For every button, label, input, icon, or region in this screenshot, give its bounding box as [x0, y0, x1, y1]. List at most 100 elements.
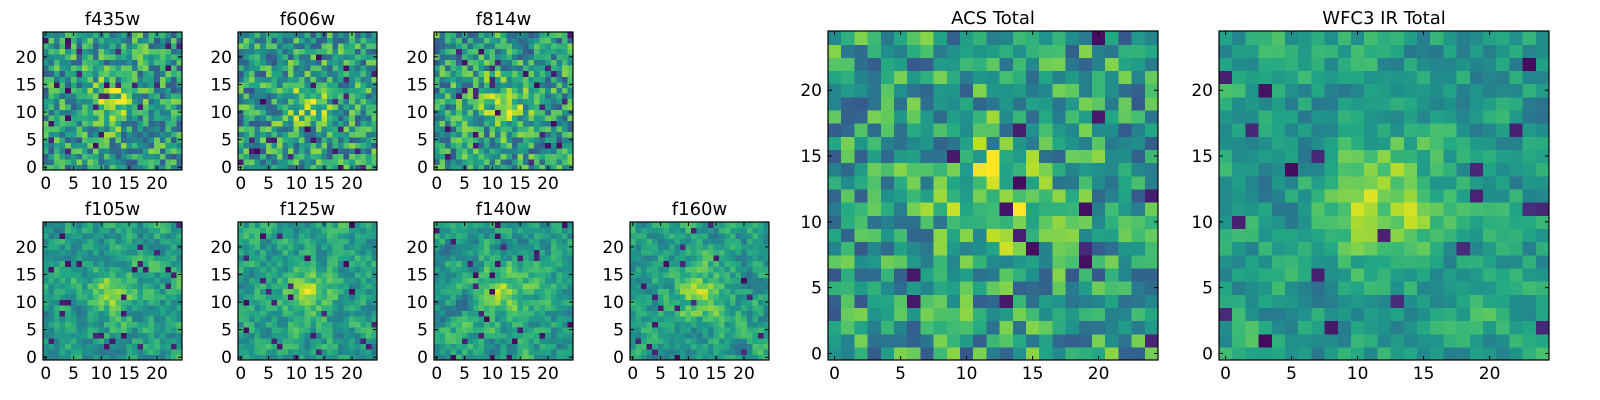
heatmap-cell — [522, 142, 530, 149]
heatmap-cell — [528, 65, 535, 72]
heatmap-cell — [489, 277, 496, 284]
heatmap-cell — [43, 114, 50, 121]
heatmap-cell — [517, 326, 524, 333]
heatmap-cell — [724, 277, 731, 284]
heatmap-cell — [243, 277, 250, 284]
heatmap-cell — [87, 158, 94, 166]
heatmap-cell — [243, 120, 250, 127]
heatmap-cell — [696, 266, 703, 273]
heatmap-cell — [522, 120, 530, 127]
heatmap-cell — [1052, 333, 1067, 348]
heatmap-cell — [59, 98, 66, 105]
heatmap-cell — [260, 43, 267, 50]
heatmap-cell — [293, 266, 300, 273]
heatmap-cell — [467, 109, 474, 116]
heatmap-cell — [265, 98, 272, 105]
heatmap-cell — [484, 70, 491, 77]
heatmap-cell — [165, 260, 172, 267]
heatmap-cell — [696, 277, 703, 284]
heatmap-cell — [696, 260, 703, 267]
heatmap-cell — [87, 348, 94, 356]
heatmap-cell — [276, 114, 284, 121]
heatmap-cell — [1026, 202, 1040, 216]
heatmap-cell — [276, 43, 284, 50]
heatmap-cell — [478, 255, 485, 262]
heatmap-cell — [254, 164, 261, 171]
heatmap-cell — [1078, 202, 1093, 216]
heatmap-cell — [93, 266, 100, 273]
heatmap-cell — [528, 238, 535, 245]
heatmap-cell — [159, 343, 166, 350]
heatmap-cell — [757, 321, 765, 328]
heatmap-cell — [500, 147, 507, 155]
heatmap-cell — [271, 87, 278, 94]
heatmap-cell — [299, 103, 306, 110]
heatmap-cell — [54, 348, 61, 356]
heatmap-cell — [685, 321, 692, 328]
heatmap-cell — [148, 315, 155, 322]
heatmap-cell — [867, 307, 882, 322]
heatmap-cell — [282, 249, 289, 256]
heatmap-cell — [315, 321, 322, 328]
heatmap-cell — [332, 244, 339, 251]
heatmap-cell — [450, 76, 457, 83]
heatmap-cell — [176, 87, 183, 94]
heatmap-cell — [456, 293, 463, 300]
x-tick-label: 5 — [459, 364, 470, 384]
heatmap-cell — [310, 271, 317, 278]
heatmap-cell — [254, 81, 261, 88]
heatmap-cell — [495, 81, 502, 88]
heatmap-cell — [76, 255, 83, 262]
heatmap-cell — [238, 310, 245, 317]
heatmap-cell — [445, 260, 452, 267]
heatmap-cell — [484, 249, 491, 256]
heatmap-cell — [70, 332, 77, 339]
heatmap-cell — [115, 32, 122, 39]
heatmap-cell — [484, 136, 491, 143]
heatmap-cell — [534, 244, 541, 251]
heatmap-cell — [59, 147, 66, 155]
heatmap-cell — [550, 70, 557, 77]
heatmap-cell — [276, 282, 284, 289]
x-tick-label: 10 — [678, 364, 700, 384]
heatmap-cell — [506, 227, 513, 234]
heatmap-cell — [288, 233, 295, 240]
heatmap-cell — [685, 277, 692, 284]
heatmap-cell — [495, 288, 502, 295]
heatmap-cell — [461, 142, 468, 149]
heatmap-cell — [81, 271, 89, 278]
heatmap-cell — [176, 76, 183, 83]
heatmap-cell — [104, 277, 111, 284]
heatmap-cell — [276, 343, 284, 350]
heatmap-cell — [511, 326, 518, 333]
heatmap-cell — [450, 131, 457, 138]
heatmap-cell — [696, 354, 703, 361]
heatmap-cell — [115, 87, 122, 94]
heatmap-cell — [680, 315, 687, 322]
heatmap-cell — [126, 332, 133, 339]
heatmap-cell — [81, 120, 89, 127]
heatmap-cell — [685, 238, 692, 245]
heatmap-cell — [1144, 202, 1159, 216]
heatmap-cell — [724, 222, 731, 229]
heatmap-cell — [646, 266, 653, 273]
heatmap-cell — [439, 260, 446, 267]
heatmap-cell — [434, 255, 441, 262]
y-tick-label: 5 — [417, 321, 428, 341]
heatmap-cell — [718, 326, 726, 333]
heatmap-cell — [718, 227, 726, 234]
heatmap-cell — [894, 333, 908, 348]
heatmap-cell — [354, 98, 361, 105]
heatmap-cell — [439, 32, 446, 39]
heatmap-cell — [154, 70, 161, 77]
heatmap-cell — [254, 37, 261, 44]
heatmap-cell — [450, 266, 457, 273]
heatmap-cell — [109, 304, 116, 311]
heatmap-cell — [763, 227, 770, 234]
heatmap-cell — [265, 227, 272, 234]
heatmap-cell — [674, 332, 681, 339]
heatmap-cell — [59, 109, 66, 116]
heatmap-cell — [243, 304, 250, 311]
heatmap-cell — [271, 158, 278, 166]
